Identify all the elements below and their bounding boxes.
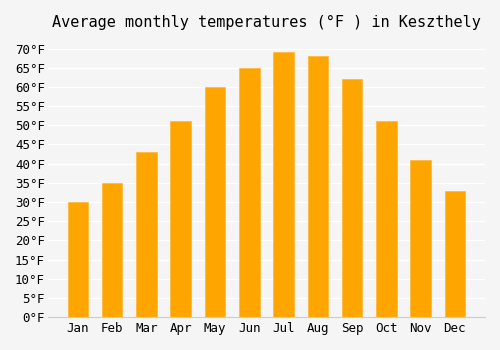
Bar [376, 121, 396, 317]
Bar [410, 160, 431, 317]
Bar [170, 121, 191, 317]
Bar [102, 183, 122, 317]
Bar [239, 68, 260, 317]
Bar [68, 202, 88, 317]
Bar [342, 79, 362, 317]
Bar [308, 56, 328, 317]
Bar [204, 87, 226, 317]
Bar [136, 152, 156, 317]
Title: Average monthly temperatures (°F ) in Keszthely: Average monthly temperatures (°F ) in Ke… [52, 15, 481, 30]
Bar [444, 190, 465, 317]
Bar [273, 52, 294, 317]
